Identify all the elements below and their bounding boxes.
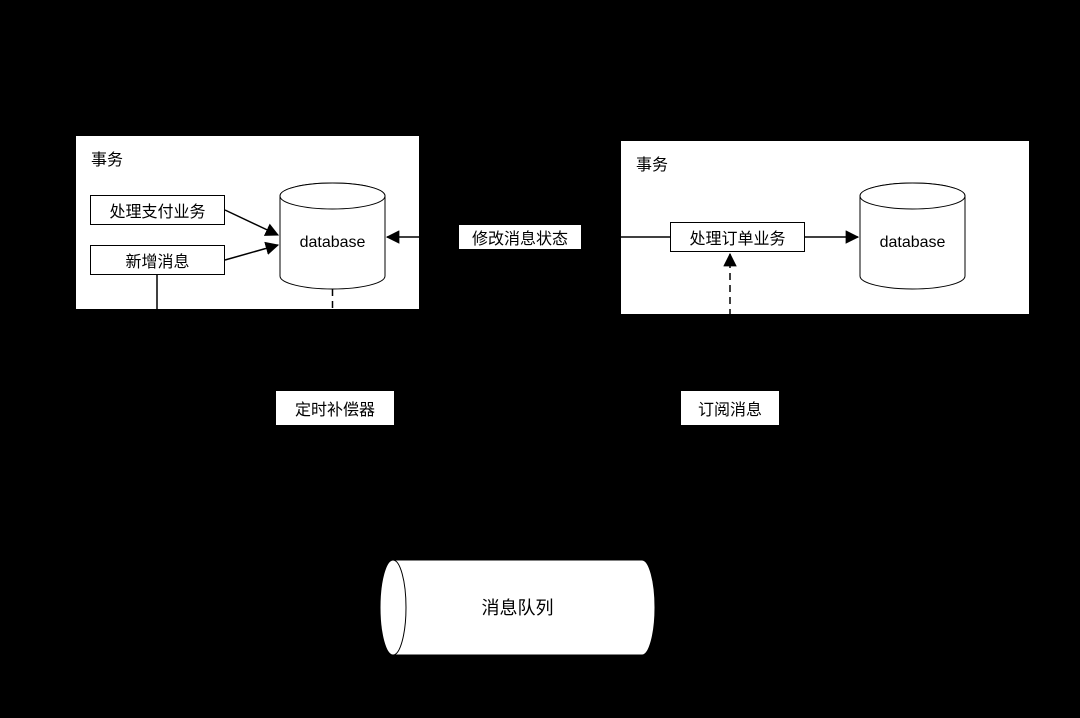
- node-db-left: database: [280, 183, 385, 289]
- diagram-stage: 事务 事务 处理支付业务 新增消息 处理订单业务 修改消息状态 定时补偿器 订阅…: [0, 0, 1080, 718]
- node-db-right: database: [860, 183, 965, 289]
- edge-compensator-mq: [335, 426, 470, 558]
- node-mq-label: 消息队列: [482, 598, 554, 618]
- node-db-left-label: database: [300, 234, 366, 251]
- diagram-svg: database database 消息队列: [0, 0, 1080, 718]
- edge-mq-subscribe: [570, 428, 730, 558]
- edge-paybiz-dbleft: [225, 210, 278, 235]
- edge-newmsg-dbleft: [225, 245, 278, 260]
- node-mq: 消息队列: [380, 560, 655, 655]
- node-db-right-label: database: [880, 234, 946, 251]
